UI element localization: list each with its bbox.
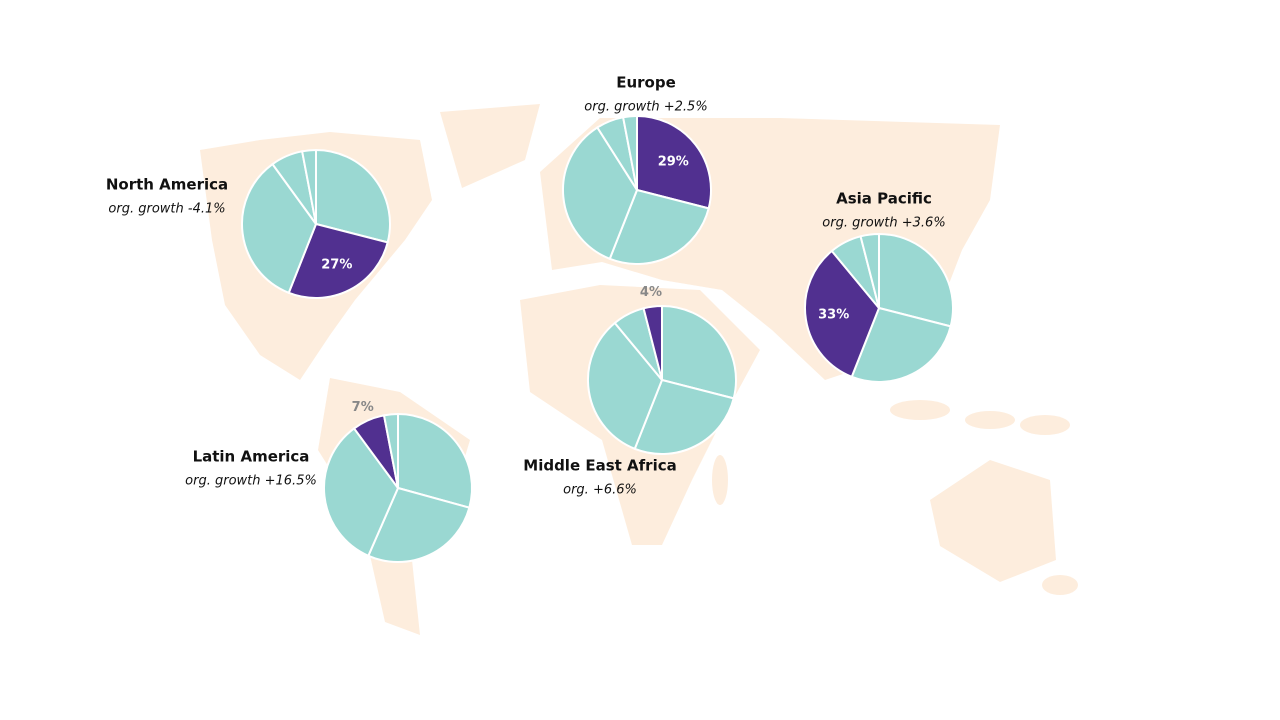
island-shape <box>890 400 950 420</box>
pie-slice <box>850 306 952 383</box>
island-shape <box>965 411 1015 429</box>
pie-slice <box>315 148 391 244</box>
pie-slice <box>367 486 471 563</box>
island-shape <box>1020 415 1070 435</box>
pie-title: Latin America <box>193 448 310 466</box>
island-shape <box>1042 575 1078 595</box>
pie-subtitle: org. +6.6% <box>563 483 637 498</box>
pie-subtitle: org. growth +16.5% <box>185 474 317 489</box>
pie-slice <box>804 249 881 379</box>
pie-slice <box>642 304 663 381</box>
pie-slice <box>859 232 880 309</box>
pie-slice <box>300 148 317 225</box>
greenland-shape <box>440 104 540 188</box>
value-label: 33% <box>818 308 849 323</box>
pie-subtitle: org. growth +3.6% <box>822 216 945 231</box>
value-label: 27% <box>321 257 352 272</box>
pie-slice <box>587 321 664 451</box>
pie-title: Middle East Africa <box>523 457 676 475</box>
pie-slice <box>621 114 638 191</box>
value-label: 4% <box>640 285 662 300</box>
pie-title: Asia Pacific <box>836 190 932 208</box>
pie-slice <box>608 188 710 265</box>
pie-slice <box>382 412 399 489</box>
pie-slice <box>878 232 954 328</box>
value-label: 29% <box>658 154 689 169</box>
pie-slice <box>287 222 389 299</box>
island-shape <box>712 455 728 505</box>
value-label: 7% <box>352 400 374 415</box>
pie-subtitle: org. growth -4.1% <box>108 202 225 217</box>
pie-slice <box>636 114 712 210</box>
pie-slice <box>661 304 737 400</box>
australia-shape <box>930 460 1056 582</box>
pie-slice <box>562 126 639 261</box>
pie-slice <box>633 378 735 455</box>
pie-slice <box>397 412 473 509</box>
pie-subtitle: org. growth +2.5% <box>584 100 707 115</box>
pie-title: North America <box>106 176 228 194</box>
pie-slice <box>241 162 318 295</box>
pie-slice <box>323 427 400 558</box>
pie-title: Europe <box>616 74 676 92</box>
